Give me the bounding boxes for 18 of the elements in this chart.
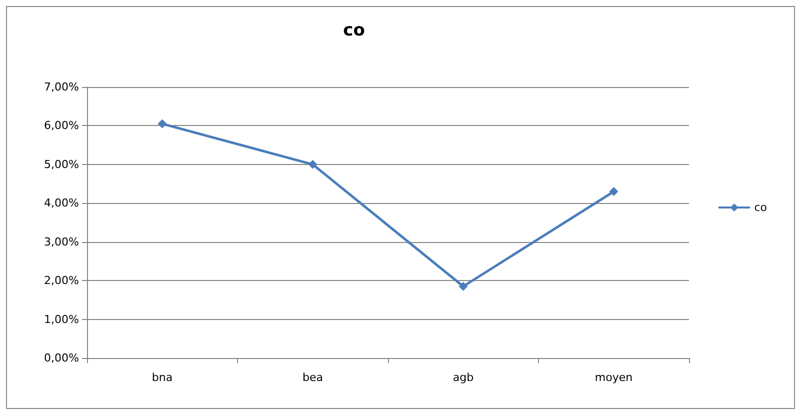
y-tick-label: 3,00% — [44, 235, 79, 248]
y-tick-label: 1,00% — [44, 312, 79, 326]
point — [158, 119, 167, 128]
y-tick-label: 7,00% — [44, 80, 79, 94]
x-tick-label: agb — [452, 371, 474, 384]
y-tick-label: 4,00% — [44, 196, 79, 210]
chart-title: co — [343, 20, 365, 40]
y-tick-label: 2,00% — [44, 274, 79, 288]
x-tick-label: bea — [302, 371, 323, 384]
point — [308, 160, 318, 169]
y-tick-label: 5,00% — [44, 158, 79, 171]
legend-label: co — [754, 201, 768, 214]
point — [458, 282, 468, 291]
x-tick-label: moyen — [594, 371, 633, 384]
x-tick-label: bna — [152, 371, 173, 384]
y-tick-label: 6,00% — [44, 119, 79, 132]
y-tick-label: 0,00% — [44, 352, 79, 364]
point — [609, 187, 618, 196]
